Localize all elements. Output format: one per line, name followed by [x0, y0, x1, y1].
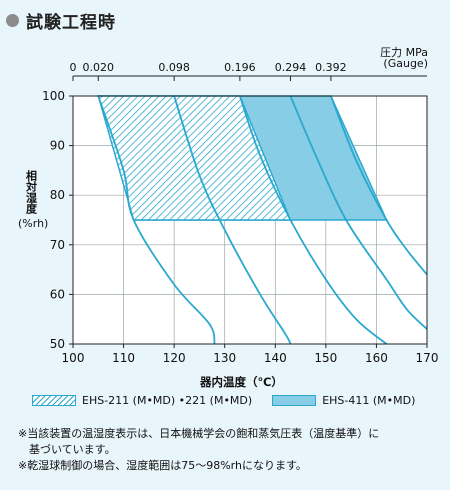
pressure-tick-label: 0.294	[275, 61, 307, 74]
legend-swatch-solid	[272, 395, 317, 406]
x-tick-label: 150	[314, 351, 337, 365]
y-tick-label: 60	[50, 287, 65, 301]
pressure-tick-label: 0.020	[83, 61, 115, 74]
pressure-tick-label: 0.196	[224, 61, 256, 74]
chart-title: 試験工程時	[26, 13, 116, 33]
legend-label-ehs-411: EHS-411 (M•MD)	[322, 394, 416, 407]
saturation-curve-4	[289, 95, 428, 330]
title-row: 試験工程時	[6, 8, 116, 33]
x-tick-label: 140	[264, 351, 287, 365]
x-tick-label: 110	[112, 351, 135, 365]
legend-label-ehs-211: EHS-211 (M•MD) •221 (M•MD)	[82, 394, 253, 407]
x-tick-label: 170	[416, 351, 439, 365]
y-tick-label: 80	[50, 188, 65, 202]
x-tick-label: 160	[365, 351, 388, 365]
x-tick-label: 120	[163, 351, 186, 365]
bullet-icon	[6, 14, 19, 27]
saturation-curve-1	[97, 95, 216, 345]
pressure-tick-label: 0	[70, 61, 77, 74]
pressure-axis-unit: (Gauge)	[383, 57, 428, 70]
humidity-temperature-chart: 100 110 120 130 140 150 160 170 50 60 70 80 90 100 0 0.…	[42, 61, 439, 365]
notes: ※当該装置の温湿度表示は、日本機械学会の飽和蒸気圧表（温度基準）に 基づいていま…	[18, 426, 379, 474]
pressure-tick-label: 0.098	[158, 61, 190, 74]
plot-frame	[72, 95, 428, 345]
pressure-tick-label: 0.392	[315, 61, 347, 74]
y-tick-label: 90	[50, 139, 65, 153]
y-axis-label: 相対湿度	[24, 170, 38, 214]
y-tick-label: 70	[50, 238, 65, 252]
y-tick-label: 50	[50, 337, 65, 351]
y-axis-unit: (%rh)	[18, 217, 49, 230]
x-axis-title: 器内温度（℃）	[200, 375, 283, 389]
legend: EHS-211 (M•MD) •221 (M•MD) EHS-411 (M•MD…	[32, 394, 415, 407]
note-line-1: ※当該装置の温湿度表示は、日本機械学会の飽和蒸気圧表（温度基準）に	[18, 427, 380, 440]
saturation-curve-5	[330, 95, 428, 276]
saturation-curve-3	[239, 95, 388, 345]
y-axis-title: 相対湿度 (%rh)	[18, 170, 48, 230]
x-tick-label: 100	[62, 351, 85, 365]
saturation-curve-2	[173, 95, 292, 345]
note-line-2: 基づいています。	[18, 443, 116, 456]
x-tick-label: 130	[213, 351, 236, 365]
legend-swatch-hatched	[32, 395, 76, 406]
pressure-axis-title: 圧力 MPa	[380, 46, 428, 59]
note-line-3: ※乾湿球制御の場合、湿度範囲は75〜98%rhになります。	[18, 459, 307, 472]
y-tick-label: 100	[42, 89, 65, 103]
